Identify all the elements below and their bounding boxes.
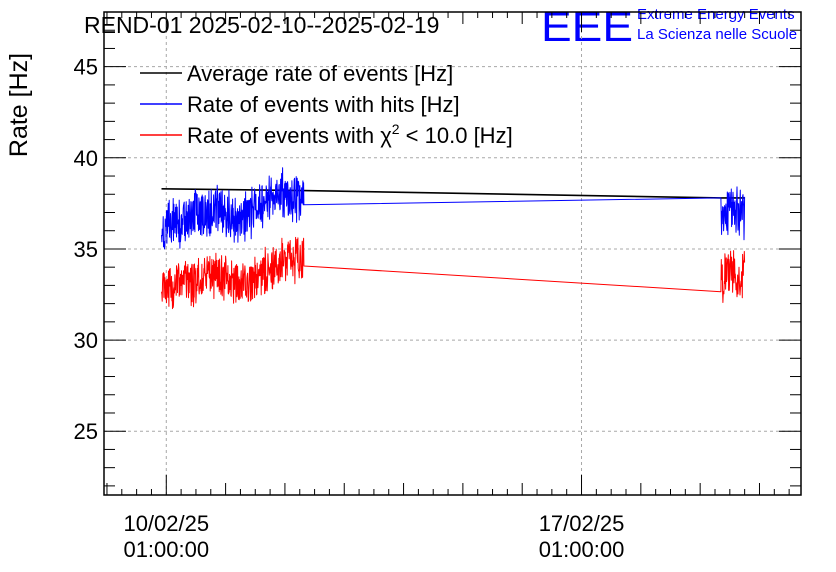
legend: Average rate of events [Hz] Rate of even… bbox=[140, 61, 513, 148]
legend-label-average: Average rate of events [Hz] bbox=[187, 61, 453, 86]
y-tick-label: 35 bbox=[74, 237, 98, 262]
legend-chi2-superscript: 2 bbox=[392, 121, 400, 137]
legend-chi2-suffix: < 10.0 [Hz] bbox=[400, 123, 513, 148]
branding-line-1: Extreme Energy Events bbox=[637, 6, 795, 23]
x-tick-label-time: 01:00:00 bbox=[123, 537, 209, 562]
eee-branding: EEE Extreme Energy Events La Scienza nel… bbox=[541, 3, 797, 50]
chart-title: REND-01 2025-02-10--2025-02-19 bbox=[84, 12, 439, 38]
data-series bbox=[161, 167, 746, 310]
legend-label-hits: Rate of events with hits [Hz] bbox=[187, 92, 460, 117]
legend-label-chi2: Rate of events with χ2 < 10.0 [Hz] bbox=[187, 121, 513, 148]
y-tick-label: 30 bbox=[74, 328, 98, 353]
series-line-1 bbox=[161, 167, 746, 250]
x-tick-label-time: 01:00:00 bbox=[539, 537, 625, 562]
y-tick-label: 25 bbox=[74, 419, 98, 444]
series-line-2 bbox=[161, 236, 746, 310]
plot-frame bbox=[103, 11, 802, 496]
y-tick-label: 40 bbox=[74, 146, 98, 171]
legend-chi2-prefix: Rate of events with χ bbox=[187, 123, 392, 148]
x-tick-label-date: 10/02/25 bbox=[123, 511, 209, 536]
eee-logo: EEE bbox=[541, 3, 633, 50]
y-axis-label: Rate [Hz] bbox=[5, 53, 33, 157]
branding-line-2: La Scienza nelle Scuole bbox=[637, 26, 797, 43]
y-tick-label: 45 bbox=[74, 55, 98, 80]
series-line-0 bbox=[161, 188, 745, 199]
x-tick-label-date: 17/02/25 bbox=[539, 511, 625, 536]
grid-lines bbox=[104, 12, 801, 495]
axes: 253035404510/02/2501:00:0017/02/2501:00:… bbox=[74, 11, 801, 562]
